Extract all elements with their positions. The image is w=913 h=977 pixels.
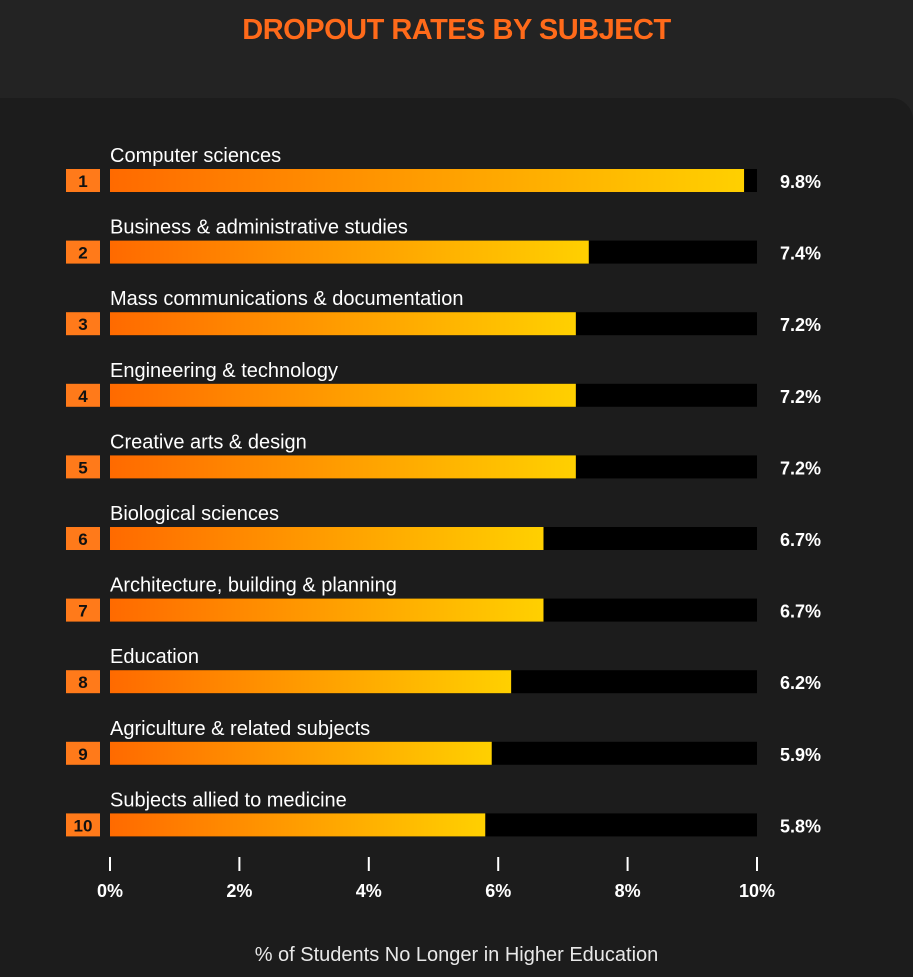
value-label: 6.2% [780,673,821,693]
value-label: 5.9% [780,745,821,765]
rank-badge [66,527,100,550]
value-label: 6.7% [780,530,821,550]
value-label: 7.4% [780,244,821,264]
value-label: 7.2% [780,315,821,335]
x-tick-label: 0% [97,881,123,901]
chart-title: DROPOUT RATES BY SUBJECT [242,14,671,46]
category-label: Architecture, building & planning [110,575,397,597]
bar [110,455,576,479]
rank-number: 1 [78,172,87,191]
x-tick-label: 2% [226,881,252,901]
rank-number: 5 [78,458,87,477]
bar-row: Computer sciences 1 9.8% [66,145,821,192]
bar-row: Biological sciences 6 6.7% [66,503,821,550]
bar [110,240,589,264]
rank-badge [66,240,100,264]
rank-badge [66,455,100,479]
rank-badge [66,598,100,622]
value-label: 7.2% [780,387,821,407]
category-label: Subjects allied to medicine [110,789,347,811]
x-tick-label: 8% [615,881,641,901]
category-label: Education [110,646,199,668]
rank-badge [66,383,100,407]
bar [110,813,486,837]
bar-row: Mass communications & documentation 3 7.2% [66,288,821,336]
rank-badge [66,670,100,694]
bar-row: Agriculture & related subjects 9 5.9% [66,718,821,765]
bar [110,598,544,622]
rank-number: 4 [78,387,88,406]
bar-row: Engineering & technology 4 7.2% [66,360,821,407]
bar [110,741,492,765]
x-tick-label: 10% [739,881,775,901]
x-tick-label: 4% [356,881,382,901]
category-label: Biological sciences [110,503,279,525]
bars-layer: Computer sciences 1 9.8% Business & adminis… [66,145,821,837]
value-label: 5.8% [780,816,821,836]
bar-row: Business & administrative studies 2 7.4% [66,217,821,264]
rank-badge [66,169,100,192]
category-label: Agriculture & related subjects [110,718,370,740]
bar-row: Creative arts & design 5 7.2% [66,431,821,479]
bar [110,169,745,192]
x-tick-label: 6% [485,881,511,901]
rank-badge [66,312,100,336]
bar-row: Architecture, building & planning 7 6.7% [66,575,821,622]
category-label: Engineering & technology [110,360,338,382]
rank-badge [66,813,100,837]
rank-number: 3 [78,315,87,334]
value-label: 6.7% [780,602,821,622]
category-label: Business & administrative studies [110,217,408,239]
bar-row: Education 8 6.2% [66,646,821,694]
category-label: Mass communications & documentation [110,288,464,310]
rank-number: 9 [78,745,87,764]
category-label: Creative arts & design [110,431,307,453]
value-label: 7.2% [780,458,821,478]
bar-row: Subjects allied to medicine 10 5.8% [66,789,821,837]
bar [110,312,576,336]
rank-number: 2 [78,244,87,263]
value-label: 9.8% [780,172,821,192]
rank-number: 10 [74,816,93,835]
category-label: Computer sciences [110,145,281,167]
bar [110,670,512,694]
bar [110,527,544,550]
x-axis-label: % of Students No Longer in Higher Educat… [254,944,659,966]
rank-number: 7 [78,602,87,621]
rank-number: 6 [78,530,87,549]
bar [110,383,576,407]
rank-badge [66,741,100,765]
rank-number: 8 [78,673,87,692]
x-axis: 0% 2% 4% 6% 8% 10% [97,857,775,901]
